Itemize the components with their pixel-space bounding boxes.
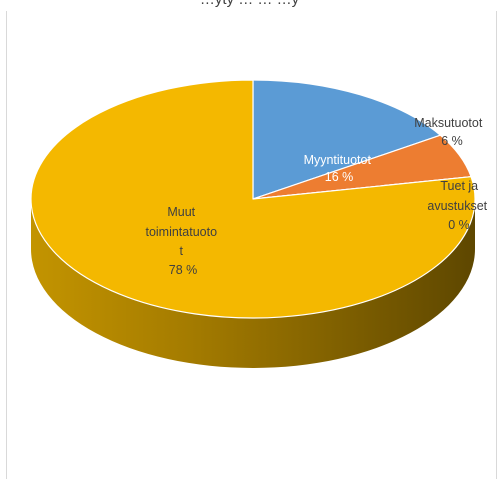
chart-title-clipped: …yty … … …y: [0, 0, 499, 8]
label-maksutuotot-value: 6 %: [441, 134, 463, 148]
pie-slice-3: [30, 79, 476, 319]
pie-slices: [30, 79, 476, 319]
chart-frame: [6, 11, 497, 479]
label-myyntituotot-name: Myyntituotot: [304, 153, 372, 167]
pie-side-band: [31, 199, 475, 368]
label-myyntituotot-value: 16 %: [325, 170, 354, 184]
label-tuet-name-2: avustukset: [427, 199, 487, 213]
label-muut: Muut toimintatuoto t 78 %: [145, 205, 220, 277]
label-tuet: Tuet ja avustukset 0 %: [427, 179, 490, 232]
label-tuet-value: 0 %: [448, 218, 470, 232]
label-muut-value: 78 %: [169, 263, 198, 277]
label-muut-name-3: t: [180, 244, 184, 258]
data-labels: Myyntituotot 16 % Maksutuotot 6 % Tuet j…: [145, 116, 490, 277]
pie-sides: [31, 199, 475, 368]
label-maksutuotot: Maksutuotot 6 %: [414, 116, 486, 148]
label-muut-name-2: toimintatuoto: [145, 225, 217, 239]
label-tuet-name-1: Tuet ja: [440, 179, 478, 193]
pie-slice-0: [252, 79, 442, 200]
label-myyntituotot: Myyntituotot 16 %: [304, 153, 375, 184]
label-muut-name-1: Muut: [167, 205, 195, 219]
label-maksutuotot-name: Maksutuotot: [414, 116, 483, 130]
